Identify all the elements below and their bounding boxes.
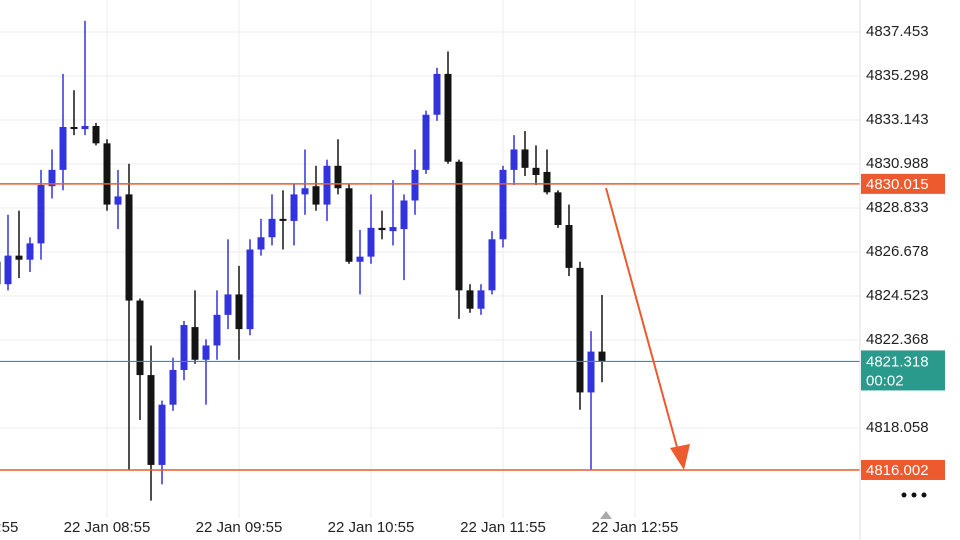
candle-body bbox=[235, 294, 243, 330]
x-tick-label: 22 Jan 09:55 bbox=[196, 519, 283, 536]
candle-body bbox=[213, 314, 221, 346]
candle-body bbox=[268, 218, 276, 238]
countdown: 00:02 bbox=[866, 372, 904, 389]
level-label-bg bbox=[861, 173, 945, 194]
candle-body bbox=[334, 165, 342, 189]
candle-body bbox=[356, 256, 364, 262]
candle-body bbox=[477, 290, 485, 309]
candle-body bbox=[565, 225, 573, 268]
candle-body bbox=[378, 227, 386, 231]
candle-body bbox=[224, 294, 232, 315]
candle-body bbox=[422, 114, 430, 170]
candle-body bbox=[246, 249, 254, 330]
candle-body bbox=[521, 149, 529, 168]
y-tick-label: 4835.298 bbox=[866, 67, 929, 84]
y-tick-label: 4830.988 bbox=[866, 155, 929, 172]
candle-body bbox=[466, 290, 474, 309]
candle-body bbox=[389, 227, 397, 232]
candle-body bbox=[103, 143, 111, 205]
dot[interactable] bbox=[921, 492, 927, 498]
candle-body bbox=[312, 186, 320, 205]
candle-body bbox=[169, 369, 177, 405]
candle-body bbox=[543, 171, 551, 193]
y-tick-label: 4833.143 bbox=[866, 111, 929, 128]
candle-body bbox=[92, 125, 100, 144]
candle-body bbox=[81, 125, 89, 130]
candle-body bbox=[70, 126, 78, 130]
candle-body bbox=[15, 255, 23, 260]
arrow-head bbox=[670, 444, 690, 470]
candle-body bbox=[367, 227, 375, 257]
dot[interactable] bbox=[901, 492, 907, 498]
candle-body bbox=[290, 194, 298, 221]
candle-body bbox=[37, 184, 45, 244]
candle-body bbox=[499, 169, 507, 240]
x-tick-label: 22 Jan 07:55 bbox=[0, 519, 18, 536]
dot[interactable] bbox=[911, 492, 917, 498]
y-tick-label: 4837.453 bbox=[866, 23, 929, 40]
level-label: 4816.002 bbox=[866, 462, 929, 479]
candle-body bbox=[114, 196, 122, 205]
x-tick-label: 22 Jan 10:55 bbox=[328, 519, 415, 536]
candle-body bbox=[191, 327, 199, 360]
price-label-bg bbox=[861, 350, 945, 391]
price-label: 4821.318 bbox=[866, 353, 929, 370]
candle-body bbox=[587, 351, 595, 393]
level-label: 4830.015 bbox=[866, 176, 929, 193]
candle-body bbox=[411, 169, 419, 201]
candle-body bbox=[180, 325, 188, 370]
candle-body bbox=[158, 404, 166, 465]
y-tick-label: 4826.678 bbox=[866, 243, 929, 260]
candle-body bbox=[532, 167, 540, 175]
candle-body bbox=[0, 261, 1, 285]
candle-body bbox=[59, 126, 67, 170]
candle-body bbox=[147, 375, 155, 465]
candle-body bbox=[554, 192, 562, 226]
y-tick-label: 4818.058 bbox=[866, 419, 929, 436]
candle-body bbox=[26, 243, 34, 260]
y-tick-label: 4824.523 bbox=[866, 287, 929, 304]
candle-body bbox=[400, 200, 408, 230]
level-label-bg bbox=[861, 459, 945, 480]
candle-body bbox=[444, 73, 452, 162]
candle-body bbox=[202, 345, 210, 360]
candle-body bbox=[301, 188, 309, 195]
candle-body bbox=[279, 218, 287, 221]
candle-body bbox=[576, 267, 584, 393]
arrow-shaft bbox=[605, 187, 681, 459]
candle-body bbox=[48, 169, 56, 187]
candle-body bbox=[4, 255, 12, 285]
x-tick-label: 22 Jan 08:55 bbox=[64, 519, 151, 536]
x-tick-label: 22 Jan 11:55 bbox=[460, 519, 546, 536]
y-tick-label: 4828.833 bbox=[866, 199, 929, 216]
time-marker bbox=[600, 511, 612, 519]
candle-body bbox=[455, 161, 463, 291]
y-tick-label: 4822.368 bbox=[866, 331, 929, 348]
candle-body bbox=[488, 239, 496, 291]
candle-body bbox=[323, 165, 331, 205]
candle-body bbox=[136, 300, 144, 376]
candle-body bbox=[598, 351, 606, 362]
x-tick-label: 22 Jan 12:55 bbox=[592, 519, 679, 536]
candle-body bbox=[125, 194, 133, 301]
candle-body bbox=[433, 73, 441, 115]
candle-body bbox=[257, 237, 265, 250]
candle-body bbox=[510, 149, 518, 170]
candle-body bbox=[345, 188, 353, 262]
more-menu[interactable] bbox=[901, 492, 927, 498]
